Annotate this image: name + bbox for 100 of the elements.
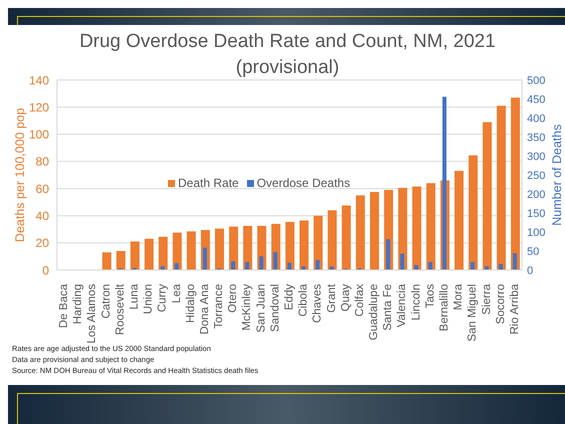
y-tick-label: 100 (28, 128, 50, 142)
x-tick-label: San Miguel (466, 284, 479, 342)
bar (130, 242, 140, 270)
x-tick-label: Harding (72, 284, 84, 324)
bar (484, 266, 489, 270)
y2-tick-label: 250 (527, 170, 546, 182)
bar (314, 216, 323, 270)
bar (158, 236, 168, 270)
bar (202, 248, 207, 270)
bar (273, 252, 278, 270)
bar (398, 188, 408, 270)
bar (412, 186, 422, 270)
x-tick-label: Taos (424, 284, 436, 308)
y-tick-label: 80 (36, 154, 50, 169)
bar (454, 170, 464, 270)
y-tick-label: 140 (28, 73, 50, 88)
x-tick-label: Hidalgo (184, 284, 197, 323)
legend-label: Death Rate (178, 176, 239, 190)
bar (370, 192, 379, 270)
x-tick-label: San Juan (255, 284, 268, 333)
bar (342, 206, 351, 270)
bar (174, 263, 179, 270)
bar (160, 266, 165, 270)
y-axis-title: Deaths per 100,000 pop (13, 108, 27, 242)
bar (316, 260, 320, 270)
bar (186, 231, 196, 270)
x-tick-label: Chaves (312, 284, 324, 323)
bar (468, 155, 478, 270)
bar (510, 98, 520, 270)
x-tick-label: Santa Fe (382, 284, 394, 331)
bar (229, 226, 238, 270)
x-tick-label: Quay (340, 284, 352, 312)
bar (172, 232, 182, 270)
y2-tick-label: 300 (527, 150, 546, 163)
x-tick-label: Cibola (298, 283, 310, 317)
bar (243, 226, 252, 270)
bar (231, 261, 236, 270)
bar (287, 262, 292, 270)
y-tick-label: 20 (36, 236, 50, 250)
y2-tick-label: 100 (527, 226, 546, 239)
bar (414, 265, 418, 270)
x-tick-label: Curry (156, 284, 169, 312)
x-tick-label: Eddy (284, 284, 296, 310)
x-tick-label: De Baca (58, 283, 70, 328)
y2-tick-label: 200 (527, 188, 546, 201)
x-tick-label: Catron (100, 284, 112, 319)
x-tick-label: Sandoval (269, 284, 282, 332)
bar (470, 262, 475, 270)
y2-tick-label: 50 (527, 246, 540, 258)
x-tick-label: Valencia (396, 283, 408, 328)
bar (102, 252, 112, 270)
legend-label: Overdose Deaths (256, 176, 350, 190)
bar (496, 106, 506, 270)
x-tick-label: Luna (128, 283, 140, 310)
bar (116, 251, 126, 270)
x-tick-label: Torrance (213, 284, 226, 329)
bar (300, 220, 309, 270)
x-tick-label: Guadalupe (368, 284, 380, 340)
bar (498, 264, 503, 270)
y-tick-label: 120 (28, 100, 50, 114)
y-tick-label: 0 (42, 263, 50, 278)
bar (328, 210, 337, 270)
y-tick-label: 40 (36, 208, 50, 223)
y2-tick-label: 350 (527, 132, 546, 144)
bar (215, 228, 224, 270)
y2-tick-label: 450 (527, 94, 546, 106)
y2-tick-label: 400 (527, 112, 546, 125)
chart-title: Drug Overdose Death Rate and Count, NM, 2021 (provisional) (78, 30, 497, 80)
x-tick-label: Mora (452, 283, 465, 310)
x-tick-label: Sierra (480, 283, 493, 315)
bar (426, 183, 436, 270)
x-tick-label: Lincoln (410, 284, 422, 320)
x-tick-label: Socorro (494, 284, 507, 324)
x-tick-label: Bernalillo (438, 284, 450, 332)
y2-tick-label: 0 (527, 264, 534, 277)
x-tick-label: Dona Ana (198, 283, 211, 335)
x-tick-label: Grant (326, 283, 338, 313)
x-tick-label: Los Alamos (86, 284, 98, 344)
bar (144, 238, 154, 270)
x-tick-label: Otero (227, 284, 240, 313)
x-tick-label: Rio Arriba (508, 283, 521, 334)
y2-tick-label: 500 (527, 74, 546, 87)
bar (356, 195, 365, 270)
y-tick-label: 60 (36, 182, 50, 196)
x-tick-label: McKinley (241, 284, 254, 331)
bar (386, 239, 390, 270)
bar (245, 262, 250, 270)
x-tick-label: Colfax (354, 284, 366, 317)
y2-tick-label: 150 (527, 208, 546, 220)
bar (259, 256, 264, 270)
bar (302, 266, 306, 270)
y2-axis-title: Number of Deaths (550, 124, 564, 226)
x-tick-label: Roosevelt (114, 283, 126, 336)
bar (428, 262, 432, 270)
bar (400, 254, 404, 270)
x-tick-label: Lea (170, 283, 183, 304)
bar (512, 253, 517, 270)
bar (482, 122, 492, 270)
bar (285, 222, 294, 270)
x-tick-label: Union (142, 284, 155, 314)
